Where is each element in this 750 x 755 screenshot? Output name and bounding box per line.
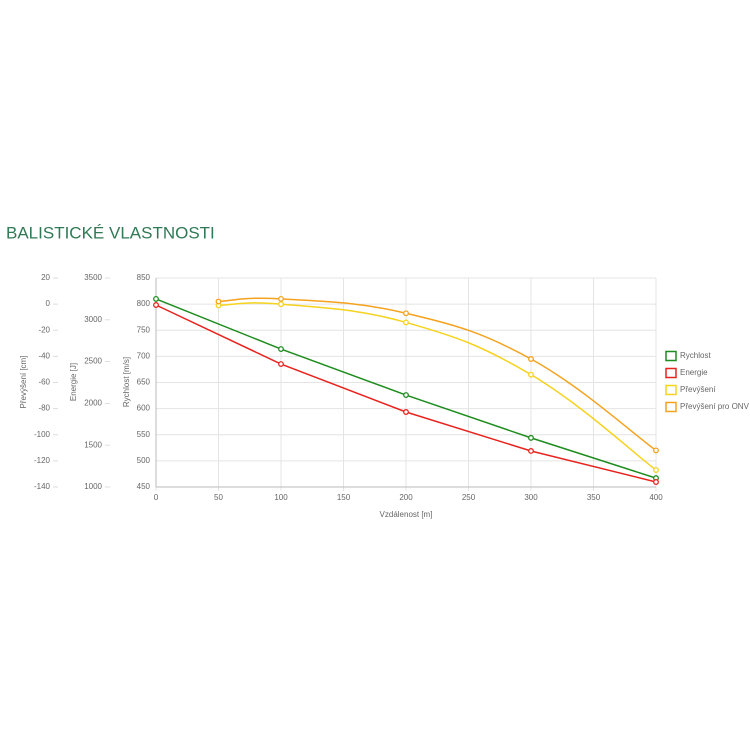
y-tick-label: -40: [38, 351, 50, 360]
legend-label: Převýšení pro ONV: [680, 402, 750, 411]
y-tick-label: 700: [137, 351, 151, 360]
y-tick-label: 1500: [84, 440, 102, 449]
data-point: [528, 434, 534, 441]
legend-swatch: [665, 350, 677, 362]
y-tick-label: 500: [137, 456, 151, 465]
y-tick-label: -120: [34, 456, 51, 465]
y-tick-label: 800: [137, 299, 151, 308]
legend-label: Převýšení: [680, 385, 716, 394]
y-tick-label: 450: [137, 482, 151, 491]
y-tick-label: 20: [41, 273, 50, 282]
y-tick-label: 3500: [84, 273, 102, 282]
y-tick-label: 550: [137, 430, 151, 439]
y-tick-label: 600: [137, 404, 151, 413]
series-line: [218, 302, 657, 471]
y-tick-label: -20: [38, 325, 50, 334]
data-point: [403, 310, 409, 317]
data-point: [528, 448, 534, 454]
y-tick-label: 850: [137, 273, 151, 282]
x-tick-label: 300: [524, 493, 538, 502]
legend-swatch: [665, 367, 677, 379]
data-point: [528, 356, 534, 362]
data-point: [153, 302, 159, 308]
x-tick-label: 400: [649, 493, 663, 502]
y2-axis-label: Energie [J]: [69, 363, 78, 401]
x-tick-label: 200: [399, 493, 413, 502]
data-point: [403, 409, 409, 415]
series-line: [218, 297, 657, 452]
x-tick-label: 150: [337, 493, 351, 502]
y-tick-label: -80: [38, 404, 50, 413]
x-axis-label: Vzdálenost [m]: [380, 510, 433, 519]
x-tick-label: 0: [154, 493, 159, 502]
data-point: [278, 301, 284, 308]
y-tick-label: 750: [137, 325, 151, 334]
legend-swatch: [665, 384, 677, 396]
data-point: [153, 295, 159, 302]
chart-title: BALISTICKÉ VLASTNOSTI: [6, 223, 215, 242]
y-axis-label: Rychlost [m/s]: [122, 357, 131, 407]
y-tick-label: 2000: [84, 399, 102, 408]
y-tick-label: 650: [137, 378, 151, 387]
data-point: [653, 467, 659, 473]
y-tick-label: -140: [34, 482, 51, 491]
y3-axis-label: Převýšení [cm]: [19, 356, 28, 409]
y-tick-label: 1000: [84, 482, 102, 491]
data-point: [528, 371, 534, 378]
data-point: [215, 298, 222, 305]
data-point: [403, 319, 409, 326]
data-point: [278, 361, 284, 367]
x-tick-label: 100: [274, 493, 288, 502]
y-tick-label: 3000: [84, 315, 102, 324]
legend-label: Rychlost: [680, 351, 711, 360]
y-tick-label: -60: [38, 378, 50, 387]
x-tick-label: 250: [462, 493, 476, 502]
data-point: [653, 447, 659, 454]
y-tick-label: -100: [34, 430, 51, 439]
legend-swatch: [665, 401, 677, 413]
data-point: [403, 392, 409, 398]
legend-label: Energie: [680, 368, 708, 377]
y-tick-label: 2500: [84, 357, 102, 366]
x-tick-label: 350: [587, 493, 601, 502]
data-point: [278, 295, 284, 302]
x-tick-label: 50: [214, 493, 223, 502]
data-point: [653, 479, 659, 485]
data-point: [278, 346, 284, 353]
y-tick-label: 0: [46, 299, 51, 308]
